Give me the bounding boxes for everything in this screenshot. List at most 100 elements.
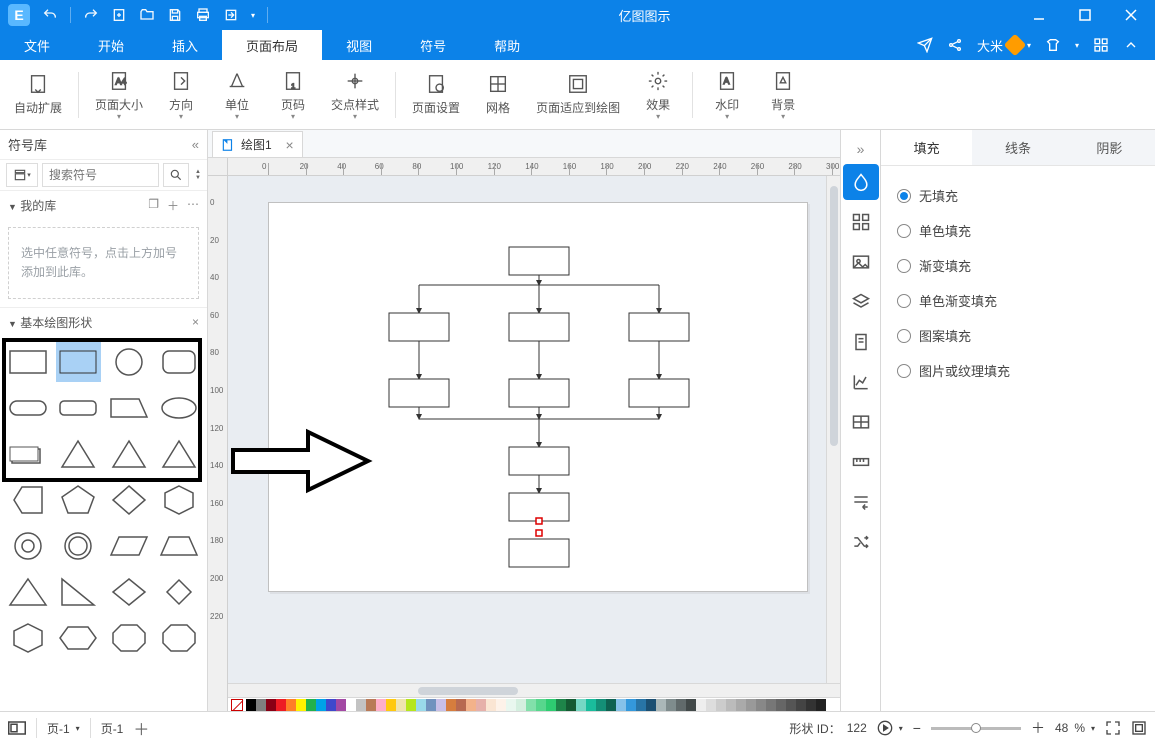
apps-icon[interactable] [1093,37,1109,53]
ribbon-watermark-button[interactable]: A水印 [699,64,755,126]
play-button[interactable]: ▾ [877,720,903,736]
color-swatch[interactable] [416,699,426,711]
color-swatch[interactable] [646,699,656,711]
menu-tab-5[interactable]: 符号 [396,30,470,60]
color-swatch[interactable] [756,699,766,711]
color-swatch[interactable] [816,699,826,711]
color-swatch[interactable] [456,699,466,711]
tshirt-icon[interactable] [1045,37,1061,53]
duplicate-icon[interactable]: ❐ [148,197,159,214]
shape-octagon[interactable] [107,618,151,658]
shape-donut[interactable] [6,526,50,566]
fill-option-0[interactable]: 无填充 [897,178,1139,213]
right-tool-drop-button[interactable] [843,164,879,200]
shape-circle[interactable] [107,342,151,382]
color-swatch[interactable] [586,699,596,711]
menu-tab-1[interactable]: 开始 [74,30,148,60]
color-swatch[interactable] [336,699,346,711]
shape-triangle3[interactable] [157,434,201,474]
props-tab-2[interactable]: 阴影 [1064,130,1155,165]
ribbon-orientation-button[interactable]: 方向 [153,64,209,126]
right-tool-chart-button[interactable] [843,364,879,400]
shape-parallelogram[interactable] [107,526,151,566]
print-icon[interactable] [195,7,211,23]
shape-diamond[interactable] [107,480,151,520]
color-swatch[interactable] [326,699,336,711]
fill-option-1[interactable]: 单色填充 [897,213,1139,248]
redo-icon[interactable] [83,7,99,23]
color-swatch[interactable] [446,699,456,711]
basic-shapes-header[interactable]: ▼ 基本绘图形状 × [0,308,207,336]
ribbon-page-size-button[interactable]: A4页面大小 [85,64,153,126]
shape-ring[interactable] [56,526,100,566]
ribbon-grid-button[interactable]: 网格 [470,64,526,126]
status-page-view[interactable] [8,721,26,735]
color-swatch[interactable] [776,699,786,711]
share-icon[interactable] [947,37,963,53]
color-swatch[interactable] [296,699,306,711]
minimize-button[interactable] [1021,0,1057,30]
save-icon[interactable] [167,7,183,23]
user-menu[interactable]: 大米 ▾ [977,36,1031,55]
ribbon-page-setup-button[interactable]: 页面设置 [402,64,470,126]
shape-pentagon-rot[interactable] [6,480,50,520]
shape-square-rot[interactable] [157,572,201,612]
color-swatch[interactable] [606,699,616,711]
color-swatch[interactable] [636,699,646,711]
shape-hex-rot2[interactable] [6,618,50,658]
section-close-icon[interactable]: × [192,315,199,329]
color-swatch[interactable] [476,699,486,711]
color-swatch[interactable] [576,699,586,711]
menu-tab-4[interactable]: 视图 [322,30,396,60]
shape-rounded-rect-long[interactable] [6,388,50,428]
shape-trapexoid-r[interactable] [107,388,151,428]
fill-option-2[interactable]: 渐变填充 [897,248,1139,283]
add-icon[interactable]: ＋ [167,197,179,214]
qat-dropdown-icon[interactable]: ▾ [251,11,255,20]
color-swatch[interactable] [506,699,516,711]
doc-tab[interactable]: 绘图1 × [212,131,303,157]
close-button[interactable] [1113,0,1149,30]
props-tab-0[interactable]: 填充 [881,130,972,165]
color-swatch[interactable] [666,699,676,711]
ribbon-pagenum-button[interactable]: 1页码 [265,64,321,126]
collapse-left-icon[interactable]: « [192,137,199,152]
color-swatch[interactable] [526,699,536,711]
zoom-level[interactable]: 48% ▾ [1055,721,1095,735]
doc-tab-close-icon[interactable]: × [286,137,294,153]
color-swatch[interactable] [546,699,556,711]
props-tab-1[interactable]: 线条 [972,130,1063,165]
fit-page-button[interactable] [1105,720,1121,736]
search-input[interactable] [49,168,152,182]
ribbon-crossing-button[interactable]: 交点样式 [321,64,389,126]
color-swatch[interactable] [366,699,376,711]
right-tool-image-button[interactable] [843,244,879,280]
my-library-header[interactable]: ▼ 我的库 ❐ ＋ ⋯ [0,191,207,219]
fill-option-3[interactable]: 单色渐变填充 [897,283,1139,318]
drawing-page[interactable] [268,202,808,592]
new-icon[interactable] [111,7,127,23]
color-swatch[interactable] [436,699,446,711]
color-swatch[interactable] [306,699,316,711]
shape-hexagon[interactable] [56,618,100,658]
color-swatch[interactable] [596,699,606,711]
shape-rounded-rect[interactable] [157,342,201,382]
color-swatch[interactable] [396,699,406,711]
color-swatch[interactable] [686,699,696,711]
zoom-in-button[interactable]: ＋ [1031,718,1045,738]
color-swatch[interactable] [356,699,366,711]
color-swatch[interactable] [316,699,326,711]
shape-shadow-rect[interactable] [6,434,50,474]
canvas-viewport[interactable] [228,176,826,683]
color-swatch[interactable] [806,699,816,711]
color-swatch[interactable] [426,699,436,711]
shape-pentagon[interactable] [56,480,100,520]
right-tool-table-button[interactable] [843,404,879,440]
color-swatch[interactable] [736,699,746,711]
color-swatch[interactable] [706,699,716,711]
library-dropdown-button[interactable]: ▾ [6,163,38,187]
shape-ellipse[interactable] [157,388,201,428]
color-swatch[interactable] [566,699,576,711]
color-swatch[interactable] [286,699,296,711]
shape-triangle2[interactable] [107,434,151,474]
